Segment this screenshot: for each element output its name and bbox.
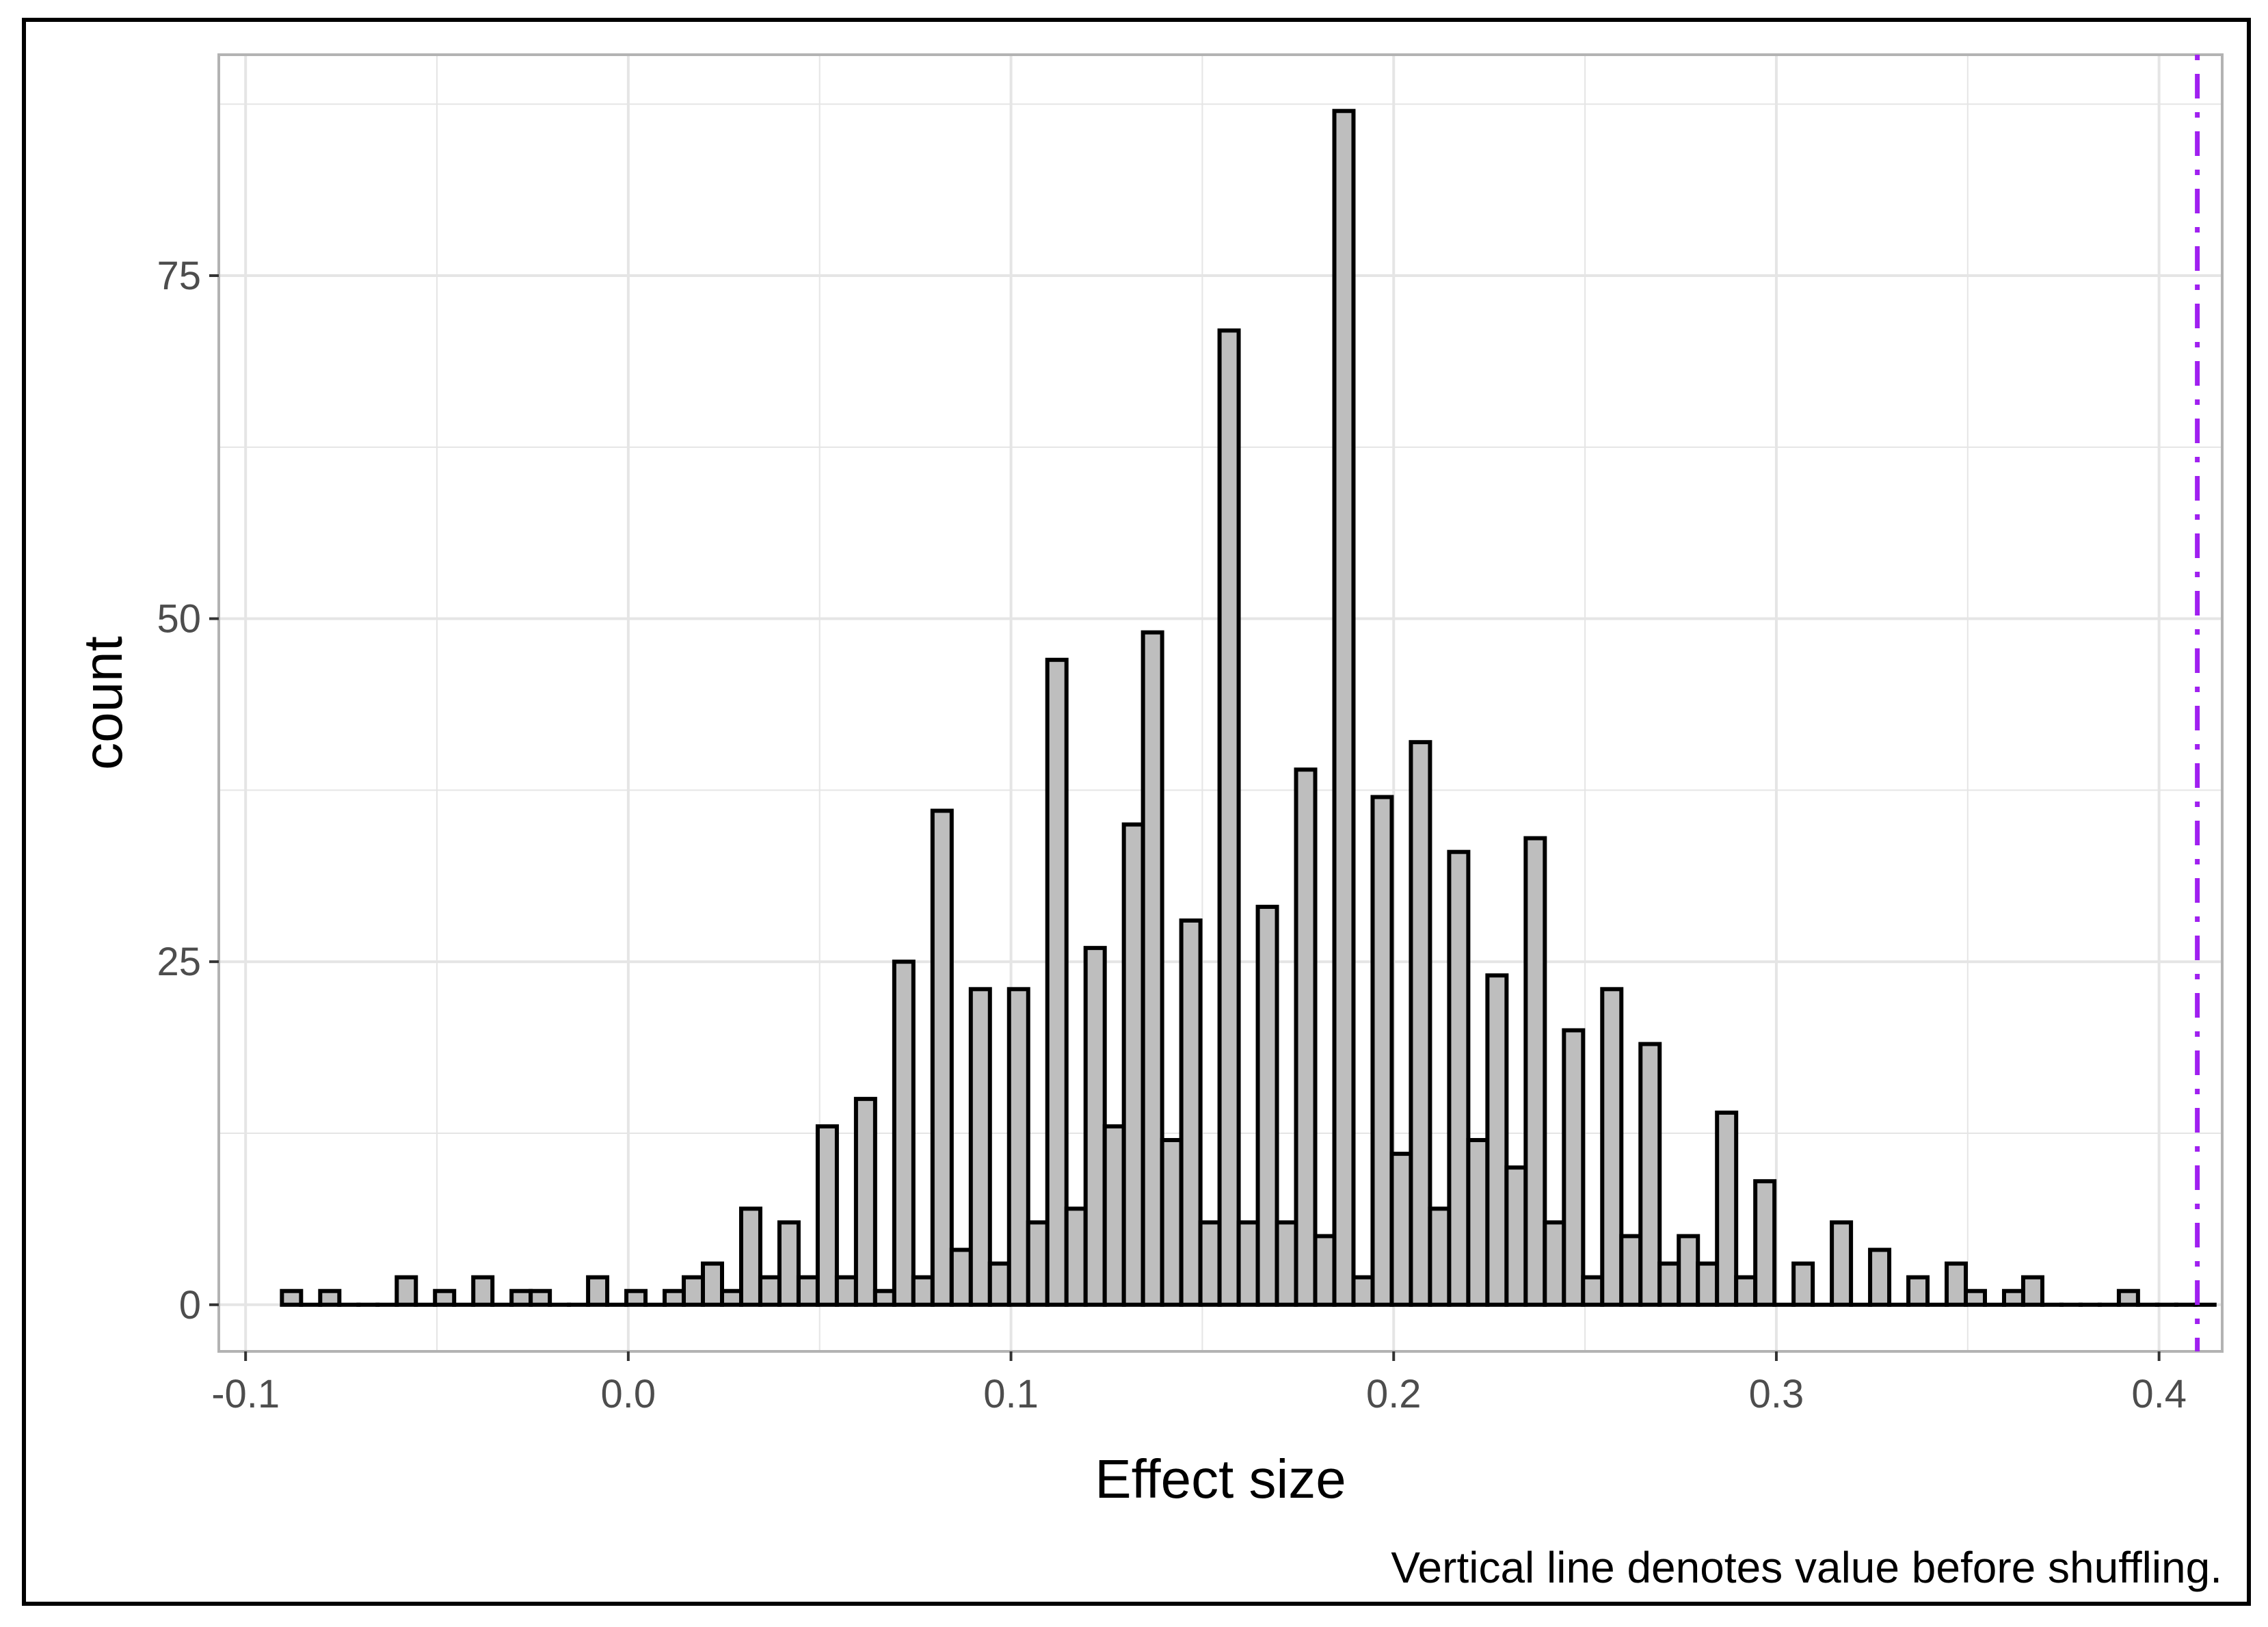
histogram-bar: [280, 1288, 304, 1307]
histogram-bar: [1026, 1220, 1050, 1307]
histogram-bar: [987, 1261, 1011, 1307]
histogram-bar: [1945, 1261, 1969, 1307]
histogram-bar: [1275, 1220, 1298, 1307]
x-tick-label: 0.4: [2131, 1372, 2187, 1416]
histogram-bar: [1045, 657, 1069, 1307]
histogram-bar: [738, 1206, 762, 1307]
histogram-bar: [1696, 1261, 1720, 1307]
histogram-bar: [1600, 987, 1624, 1307]
histogram-bar: [682, 1275, 706, 1307]
x-axis: -0.1 0.0 0.1 0.2 0.3 0.4: [211, 1351, 2187, 1416]
histogram-bar: [1523, 836, 1547, 1307]
histogram-bars: [280, 109, 2217, 1307]
histogram-bar: [1734, 1275, 1758, 1307]
histogram-bar: [1236, 1220, 1260, 1307]
histogram-bar: [1313, 1234, 1337, 1307]
histogram-bar: [949, 1247, 973, 1307]
y-axis: 0 25 50 75: [157, 254, 219, 1327]
histogram-bar: [509, 1288, 533, 1307]
histogram-bar: [1447, 849, 1471, 1307]
histogram-bar: [1753, 1179, 1777, 1307]
histogram-bar: [624, 1288, 648, 1307]
histogram-bar: [968, 987, 992, 1307]
histogram-bar: [1409, 740, 1432, 1307]
histogram-bar: [1619, 1234, 1643, 1307]
histogram-bar: [1906, 1275, 1930, 1307]
histogram-bar: [834, 1275, 858, 1307]
histogram-bar: [1504, 1165, 1528, 1307]
histogram-bar: [433, 1288, 457, 1307]
x-tick-label: -0.1: [211, 1372, 280, 1416]
histogram-bar: [758, 1275, 782, 1307]
histogram-bar: [1351, 1275, 1375, 1307]
histogram-bar: [2116, 1288, 2140, 1307]
figure-frame: -0.1 0.0 0.1 0.2 0.3 0.4 0 25 50 75 Effect size …: [22, 18, 2251, 1606]
histogram-bar: [1006, 987, 1030, 1307]
histogram-bar: [1466, 1138, 1490, 1307]
histogram-bar: [1581, 1275, 1605, 1307]
x-tick-label: 0.0: [601, 1372, 656, 1416]
histogram-bar: [796, 1275, 820, 1307]
histogram-bar: [1791, 1261, 1815, 1307]
y-tick-label: 0: [179, 1283, 201, 1327]
histogram-bar: [1638, 1042, 1662, 1307]
y-tick-label: 50: [157, 597, 201, 641]
histogram-bar: [1294, 767, 1318, 1307]
x-tick-label: 0.2: [1366, 1372, 1422, 1416]
histogram-bar: [1964, 1288, 1987, 1307]
histogram-bar: [1179, 918, 1203, 1307]
histogram-bar: [1198, 1220, 1222, 1307]
histogram-bar: [2020, 1275, 2044, 1307]
histogram-bar: [1562, 1028, 1586, 1307]
histogram-bar: [1543, 1220, 1566, 1307]
histogram-bar: [911, 1275, 935, 1307]
histogram-bar: [471, 1275, 495, 1307]
y-axis-title: count: [72, 636, 133, 770]
y-tick-label: 75: [157, 254, 201, 298]
histogram-bar: [1715, 1110, 1739, 1307]
histogram-bar: [529, 1288, 552, 1307]
caption: Vertical line denotes value before shuff…: [1391, 1543, 2222, 1592]
x-axis-title: Effect size: [1095, 1449, 1346, 1509]
histogram-bar: [1140, 630, 1164, 1307]
histogram-bar: [1657, 1261, 1681, 1307]
histogram-bar: [892, 960, 916, 1307]
plot-panel: [217, 53, 2224, 1353]
histogram-bar: [872, 1288, 896, 1307]
histogram-bar: [1160, 1138, 1184, 1307]
histogram-bar: [1102, 1124, 1126, 1307]
y-tick-label: 25: [157, 940, 201, 984]
histogram-bar: [1370, 795, 1394, 1307]
histogram-bar: [1217, 328, 1241, 1307]
histogram-bar: [395, 1275, 418, 1307]
histogram-bar: [1064, 1206, 1088, 1307]
histogram-bar: [853, 1096, 877, 1307]
histogram-bar: [701, 1261, 724, 1307]
x-tick-label: 0.3: [1749, 1372, 1804, 1416]
histogram-bar: [2001, 1288, 2025, 1307]
x-tick-label: 0.1: [983, 1372, 1039, 1416]
histogram-bar: [815, 1124, 839, 1307]
histogram-bar: [1083, 946, 1107, 1307]
histogram-bar: [1255, 904, 1279, 1307]
histogram-bar: [1332, 109, 1356, 1307]
histogram-bar: [1868, 1247, 1892, 1307]
histogram-bar: [1121, 822, 1145, 1307]
histogram-bar: [930, 808, 954, 1307]
histogram-bar: [663, 1288, 686, 1307]
histogram-bar: [1428, 1206, 1452, 1307]
histogram-bar: [586, 1275, 610, 1307]
histogram-bar: [1677, 1234, 1700, 1307]
histogram-bar: [777, 1220, 801, 1307]
histogram-bar: [1485, 973, 1509, 1307]
histogram-bar: [1830, 1220, 1854, 1307]
histogram-bar: [719, 1288, 743, 1307]
histogram-bar: [318, 1288, 342, 1307]
histogram-bar: [1389, 1152, 1413, 1307]
